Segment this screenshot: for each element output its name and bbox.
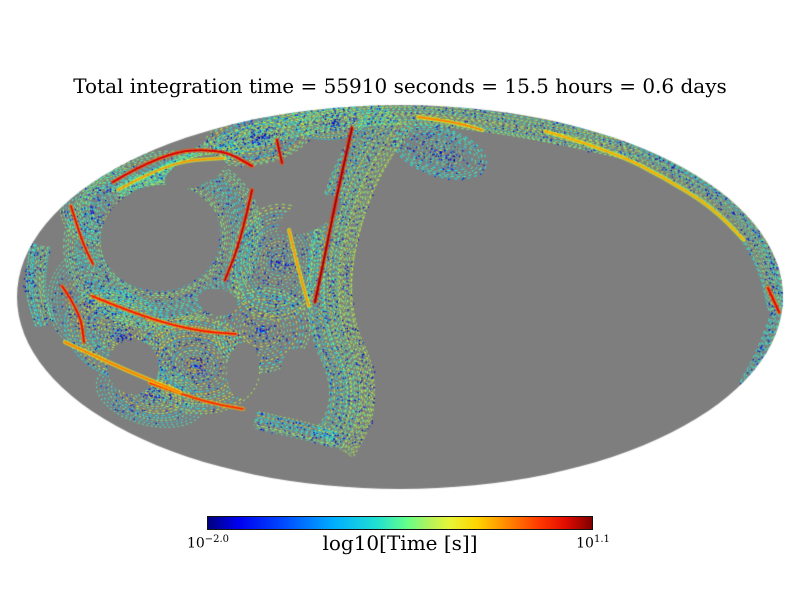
tick-max-base: 10 [576,535,594,552]
page-title: Total integration time = 55910 seconds =… [73,74,727,98]
tick-min-exponent: −2.0 [204,534,230,545]
tick-min-base: 10 [186,535,205,552]
colorbar-label: log10[Time [s]] [322,531,478,555]
tick-max-exponent: 1.1 [593,534,610,545]
colorbar-tick-max: 101.1 [538,534,648,552]
colorbar-tick-min: 10−2.0 [153,534,263,552]
colorbar-gradient [207,516,593,530]
